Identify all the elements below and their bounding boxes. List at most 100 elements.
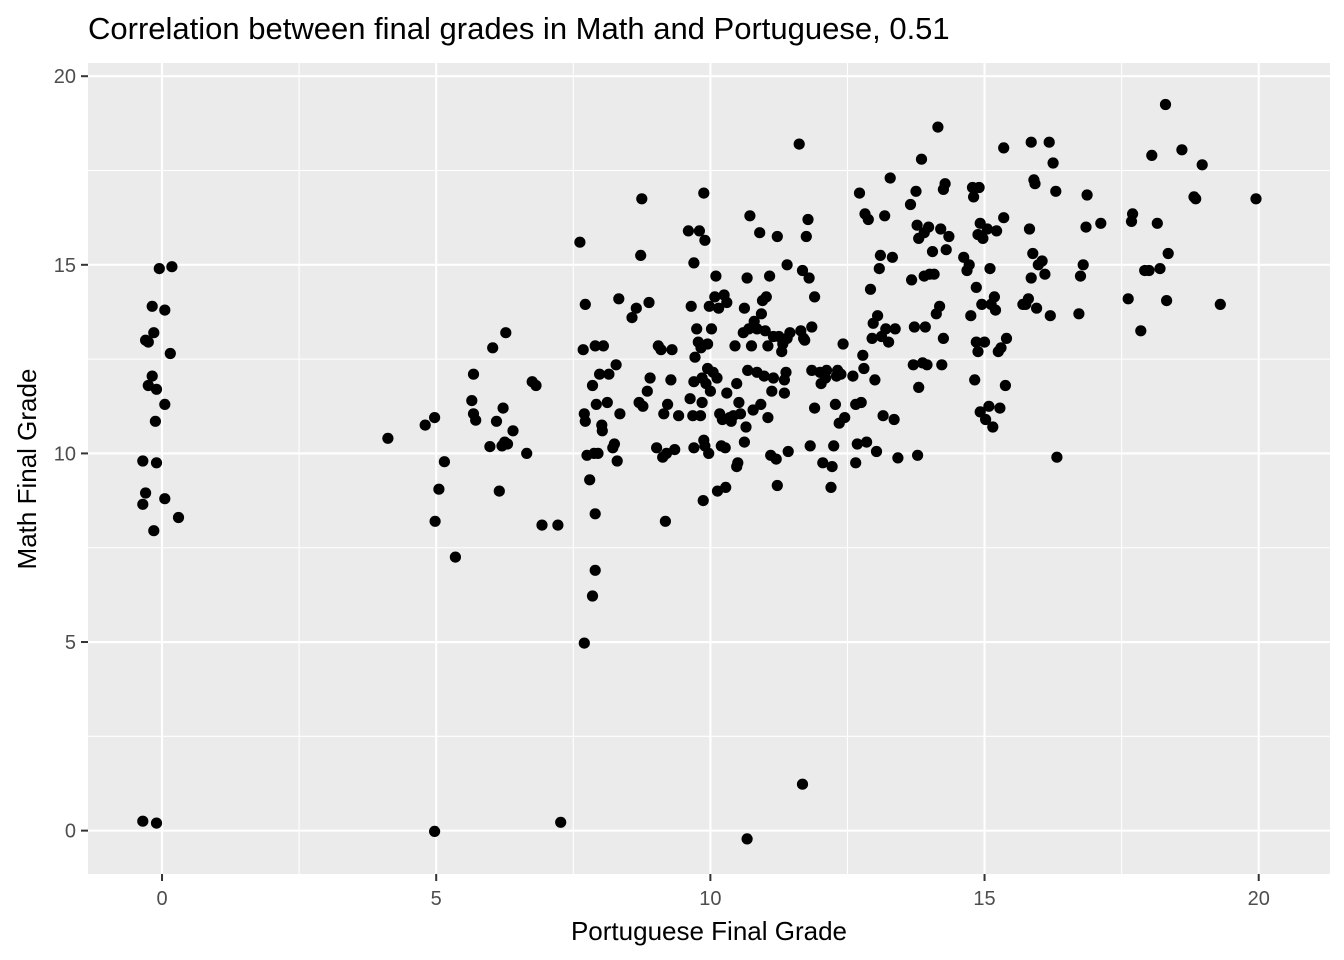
data-point	[892, 452, 904, 464]
data-point	[889, 323, 901, 335]
data-point	[803, 272, 815, 284]
data-point	[1050, 185, 1062, 197]
data-point	[965, 310, 977, 322]
data-point	[1161, 295, 1173, 307]
data-point	[1122, 293, 1134, 305]
y-tick-label: 5	[65, 632, 76, 654]
data-point	[995, 342, 1007, 354]
data-point	[603, 368, 615, 380]
data-point	[862, 213, 874, 226]
data-point	[984, 263, 996, 275]
data-point	[658, 408, 670, 420]
data-point	[939, 178, 951, 190]
data-point	[744, 210, 756, 222]
data-point	[614, 408, 626, 420]
data-point	[148, 327, 160, 339]
data-point	[1025, 136, 1037, 148]
data-point	[981, 223, 993, 235]
data-point	[921, 359, 933, 371]
data-points	[137, 98, 1262, 845]
data-point	[1196, 159, 1208, 171]
data-point	[1025, 272, 1037, 284]
data-point	[1027, 247, 1039, 260]
data-point	[689, 351, 701, 363]
data-point	[579, 415, 591, 427]
data-point	[626, 312, 638, 324]
data-point	[771, 230, 783, 243]
data-point	[926, 246, 939, 258]
data-point	[150, 457, 163, 469]
data-point	[521, 447, 533, 459]
data-point	[755, 398, 767, 410]
data-point	[1250, 193, 1262, 205]
data-point	[858, 362, 870, 375]
data-point	[732, 457, 744, 469]
data-point	[693, 225, 706, 237]
data-point	[164, 347, 176, 360]
data-point	[536, 519, 548, 531]
data-point	[470, 414, 482, 426]
data-point	[771, 479, 783, 492]
data-point	[1029, 178, 1041, 190]
data-point	[976, 298, 988, 310]
data-point	[691, 323, 703, 335]
data-point	[720, 481, 732, 493]
data-point	[1095, 217, 1107, 229]
data-point	[589, 508, 601, 520]
data-point	[590, 398, 602, 410]
data-point	[740, 421, 752, 433]
data-point	[970, 336, 982, 348]
y-tick-label: 10	[54, 443, 76, 465]
data-point	[973, 181, 985, 194]
data-point	[762, 412, 774, 424]
data-point	[755, 308, 768, 320]
data-point	[734, 408, 747, 420]
data-point	[758, 370, 770, 382]
data-point	[429, 412, 441, 424]
data-point	[754, 227, 766, 239]
data-point	[578, 637, 590, 649]
data-point	[655, 344, 667, 356]
data-point	[1143, 264, 1155, 277]
data-point	[796, 778, 809, 790]
data-point	[1000, 332, 1013, 344]
data-point	[839, 412, 851, 424]
data-point	[1154, 263, 1166, 275]
data-point	[137, 815, 149, 827]
data-point	[784, 327, 796, 339]
data-point	[1159, 98, 1172, 111]
data-point	[935, 223, 947, 235]
data-point	[637, 400, 649, 412]
data-point	[153, 263, 165, 275]
data-point	[149, 415, 161, 427]
data-point	[809, 291, 821, 303]
data-point	[586, 590, 599, 602]
data-point	[853, 187, 866, 199]
x-tick-label: 10	[699, 888, 721, 910]
data-point	[764, 270, 776, 282]
data-point	[821, 364, 833, 376]
data-point	[1190, 193, 1202, 205]
data-point	[906, 274, 918, 286]
data-point	[1127, 208, 1139, 220]
data-point	[910, 185, 922, 197]
data-point	[796, 264, 809, 277]
data-point	[806, 321, 818, 333]
data-point	[597, 340, 610, 352]
data-point	[915, 153, 928, 165]
data-point	[747, 404, 759, 416]
data-point	[698, 187, 710, 199]
data-point	[1074, 270, 1087, 282]
gridlines	[88, 63, 1330, 874]
x-tick-label: 5	[431, 888, 442, 910]
data-point	[1044, 310, 1056, 322]
data-point	[685, 300, 697, 312]
data-point	[687, 410, 699, 422]
data-point	[419, 419, 431, 431]
data-point	[970, 281, 982, 293]
data-point	[770, 453, 782, 465]
data-point	[669, 444, 681, 456]
data-point	[610, 359, 622, 371]
data-point	[636, 193, 648, 205]
